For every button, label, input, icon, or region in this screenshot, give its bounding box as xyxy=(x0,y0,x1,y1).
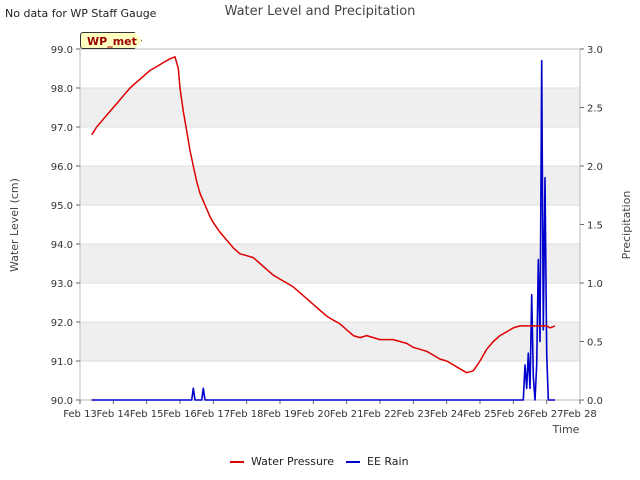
left-y-axis-label: Water Level (cm) xyxy=(8,178,21,272)
left-y-tick-label: 91.0 xyxy=(51,357,73,368)
x-tick-label: Feb 19 xyxy=(263,409,297,420)
no-data-message: No data for WP Staff Gauge xyxy=(5,7,157,20)
left-y-tick-label: 97.0 xyxy=(51,123,73,134)
x-tick-label: Feb 18 xyxy=(230,409,264,420)
x-axis: Feb 13 Feb 14 Feb 15 Feb 16 Feb 17 Feb 18 Feb … xyxy=(63,400,597,420)
background-band xyxy=(80,322,580,361)
left-y-tick-label: 94.0 xyxy=(51,240,73,251)
background-band xyxy=(80,244,580,283)
station-badge: WP_met xyxy=(80,32,142,49)
legend: Water Pressure EE Rain xyxy=(230,455,409,468)
left-y-tick-label: 93.0 xyxy=(51,279,73,290)
left-y-tick-label: 95.0 xyxy=(51,201,73,212)
right-y-tick-label: 3.0 xyxy=(587,45,603,56)
x-tick-label: Feb 16 xyxy=(163,409,197,420)
water-pressure-series xyxy=(91,56,556,374)
left-y-tick-label: 92.0 xyxy=(51,318,73,329)
x-tick-label: Feb 28 xyxy=(563,409,597,420)
x-tick-label: Feb 20 xyxy=(297,409,331,420)
x-tick-label: Feb 27 xyxy=(530,409,564,420)
x-tick-label: Feb 17 xyxy=(197,409,231,420)
right-y-tick-label: 2.0 xyxy=(587,162,603,173)
left-y-tick-label: 98.0 xyxy=(51,84,73,95)
right-y-axis-label: Precipitation xyxy=(620,191,633,260)
x-axis-label: Time xyxy=(552,423,580,436)
ee-rain-line xyxy=(91,59,555,401)
chart-title: Water Level and Precipitation xyxy=(224,4,416,19)
x-tick-label: Feb 15 xyxy=(130,409,164,420)
x-tick-label: Feb 13 xyxy=(63,409,97,420)
legend-ee-rain-label: EE Rain xyxy=(367,455,409,468)
right-y-tick-label: 1.0 xyxy=(587,279,603,290)
right-y-tick-label: 0.5 xyxy=(587,338,603,349)
right-y-tick-label: 1.5 xyxy=(587,221,603,232)
x-tick-label: Feb 24 xyxy=(430,409,464,420)
background-band xyxy=(80,88,580,127)
left-y-axis: 90.0 91.0 92.0 93.0 94.0 95.0 96.0 97.0 98.0 99.0 xyxy=(51,45,80,407)
right-y-tick-label: 2.5 xyxy=(587,104,603,115)
x-tick-label: Feb 14 xyxy=(97,409,131,420)
left-y-tick-label: 99.0 xyxy=(51,45,73,56)
x-tick-label: Feb 21 xyxy=(330,409,364,420)
right-y-axis: 0.0 0.5 1.0 1.5 2.0 2.5 3.0 xyxy=(580,45,603,407)
x-tick-label: Feb 25 xyxy=(463,409,497,420)
water-pressure-line xyxy=(91,56,556,374)
background-bands xyxy=(80,88,580,361)
x-tick-label: Feb 22 xyxy=(363,409,397,420)
x-tick-label: Feb 23 xyxy=(397,409,431,420)
left-y-tick-label: 90.0 xyxy=(51,396,73,407)
legend-water-pressure-label: Water Pressure xyxy=(251,455,334,468)
x-tick-label: Feb 26 xyxy=(497,409,531,420)
rain-series xyxy=(91,59,555,401)
left-y-tick-label: 96.0 xyxy=(51,162,73,173)
right-y-tick-label: 0.0 xyxy=(587,396,603,407)
background-band xyxy=(80,166,580,205)
